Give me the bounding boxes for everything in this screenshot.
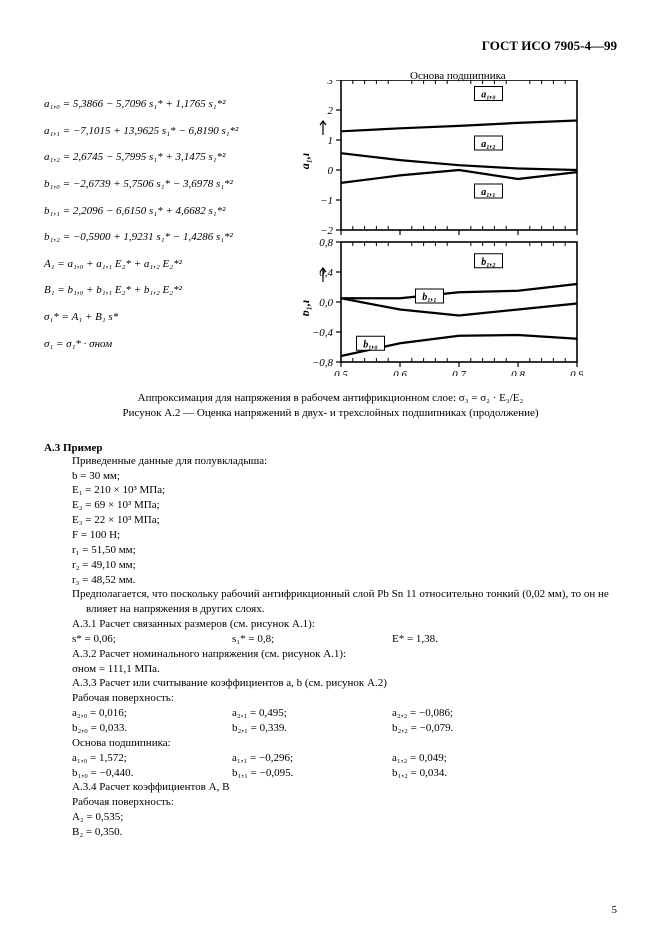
equation-list: a₁,₀ = 5,3866 − 5,7096 s₁* + 1,1765 s₁*²… <box>44 64 299 364</box>
a31-title: А.3.1 Расчет связанных размеров (см. рис… <box>44 617 617 632</box>
given-list: b = 30 мм; E₁ = 210 × 10³ МПа; E₂ = 69 ×… <box>44 469 617 588</box>
cell: b₁,₀ = −0,440. <box>72 766 232 781</box>
cell: a₁,₁ = −0,296; <box>232 751 392 766</box>
surface-row1: a₂,₀ = 0,016; a₂,₁ = 0,495; a₂,₂ = −0,08… <box>44 706 617 721</box>
equation: A₁ = a₁,₀ + a₁,₁ E₂* + a₁,₂ E₂*² <box>44 258 299 271</box>
svg-text:−0,4: −0,4 <box>312 327 334 339</box>
equation: b₁,₀ = −2,6739 + 5,7506 s₁* − 3,6978 s₁*… <box>44 178 299 191</box>
cell: b₁,₁ = −0,095. <box>232 766 392 781</box>
svg-text:0,0: 0,0 <box>319 297 333 309</box>
cell: a₂,₁ = 0,495; <box>232 706 392 721</box>
svg-text:2: 2 <box>328 105 334 117</box>
given-item: E₃ = 22 × 10³ МПа; <box>72 513 617 528</box>
upper-block: a₁,₀ = 5,3866 − 5,7096 s₁* + 1,1765 s₁*²… <box>44 64 617 381</box>
cell: b₁,₂ = 0,034. <box>392 766 552 781</box>
given-item: F = 100 Н; <box>72 528 617 543</box>
a34-surface-label: Рабочая поверхность: <box>44 795 617 810</box>
equation: b₁,₂ = −0,5900 + 1,9231 s₁* − 1,4286 s₁*… <box>44 231 299 244</box>
svg-text:−2: −2 <box>320 225 333 237</box>
line-chart: 3 2 1 0 −1 −2 a₁,₀ a₁,₂ a₁,₁ a₁,i 0,8 0,4 0,0 −0,4 −0,… <box>303 80 583 376</box>
svg-text:1: 1 <box>328 135 334 147</box>
given-item: E₂ = 69 × 10³ МПа; <box>72 498 617 513</box>
svg-text:b₁,₂: b₁,₂ <box>481 257 495 268</box>
page-number: 5 <box>612 904 618 916</box>
given-item: r₃ = 48,52 мм. <box>72 573 617 588</box>
cell: a₂,₂ = −0,086; <box>392 706 552 721</box>
surface-label: Рабочая поверхность: <box>44 691 617 706</box>
approx-text: Аппроксимация для напряжения в рабочем а… <box>138 392 524 404</box>
cell: a₁,₀ = 1,572; <box>72 751 232 766</box>
base-row1: a₁,₀ = 1,572; a₁,₁ = −0,296; a₁,₂ = 0,04… <box>44 751 617 766</box>
equation: σ₁ = σ₁* · σном <box>44 338 299 351</box>
surface-row2: b₂,₀ = 0,033. b₂,₁ = 0,339. b₂,₂ = −0,07… <box>44 721 617 736</box>
a34-v1: A₂ = 0,535; <box>44 810 617 825</box>
equation: a₁,₀ = 5,3866 − 5,7096 s₁* + 1,1765 s₁*² <box>44 98 299 111</box>
svg-text:3: 3 <box>327 80 334 87</box>
svg-text:a₁,i: a₁,i <box>303 152 312 169</box>
svg-text:0,7: 0,7 <box>452 369 466 376</box>
svg-text:b₁,₁: b₁,₁ <box>422 292 436 303</box>
a31-row: s* = 0,06; s₁* = 0,8; E* = 1,38. <box>44 632 617 647</box>
given-item: r₂ = 49,10 мм; <box>72 558 617 573</box>
svg-text:a₁,₂: a₁,₂ <box>481 139 495 150</box>
a32-value: σном = 111,1 МПа. <box>44 662 617 677</box>
svg-text:−0,8: −0,8 <box>312 357 334 369</box>
svg-text:0,9: 0,9 <box>570 369 583 376</box>
svg-text:0,6: 0,6 <box>393 369 407 376</box>
given-item: r₁ = 51,50 мм; <box>72 543 617 558</box>
assumption: Предполагается, что поскольку рабочий ан… <box>44 587 617 617</box>
equation: b₁,₁ = 2,2096 − 6,6150 s₁* + 4,6682 s₁*² <box>44 205 299 218</box>
cell: E* = 1,38. <box>392 632 552 647</box>
section-a3-title: А.3 Пример <box>44 442 617 454</box>
svg-text:0: 0 <box>328 165 334 177</box>
given-item: E₁ = 210 × 10³ МПа; <box>72 483 617 498</box>
doc-header: ГОСТ ИСО 7905-4—99 <box>44 38 617 54</box>
svg-text:0,4: 0,4 <box>319 267 333 279</box>
equation: σ₁* = A₁ + B₁ s* <box>44 311 299 324</box>
approximation-note: Аппроксимация для напряжения в рабочем а… <box>44 391 617 422</box>
svg-text:0,5: 0,5 <box>334 369 348 376</box>
svg-text:0,8: 0,8 <box>319 237 333 249</box>
chart-top-caption: Основа подшипника <box>410 70 506 82</box>
base-label: Основа подшипника: <box>44 736 617 751</box>
a34-v2: B₂ = 0,350. <box>44 825 617 840</box>
cell: a₂,₀ = 0,016; <box>72 706 232 721</box>
svg-text:a₁,₀: a₁,₀ <box>481 90 496 101</box>
equation: a₁,₁ = −7,1015 + 13,9625 s₁* − 6,8190 s₁… <box>44 125 299 138</box>
chart-region: 3 2 1 0 −1 −2 a₁,₀ a₁,₂ a₁,₁ a₁,i 0,8 0,4 0,0 −0,4 −0,… <box>299 64 617 381</box>
svg-text:0,8: 0,8 <box>511 369 525 376</box>
base-row2: b₁,₀ = −0,440. b₁,₁ = −0,095. b₁,₂ = 0,0… <box>44 766 617 781</box>
given-item: b = 30 мм; <box>72 469 617 484</box>
given-label: Приведенные данные для полувкладыша: <box>44 454 617 469</box>
equation: B₁ = b₁,₀ + b₁,₁ E₂* + b₁,₂ E₂*² <box>44 284 299 297</box>
a32-title: А.3.2 Расчет номинального напряжения (см… <box>44 647 617 662</box>
equation: a₁,₂ = 2,6745 − 5,7995 s₁* + 3,1475 s₁*² <box>44 151 299 164</box>
cell: b₂,₁ = 0,339. <box>232 721 392 736</box>
svg-text:b₁,i: b₁,i <box>303 299 312 316</box>
svg-text:−1: −1 <box>320 195 333 207</box>
a34-title: А.3.4 Расчет коэффициентов A, B <box>44 780 617 795</box>
a33-title: А.3.3 Расчет или считывание коэффициенто… <box>44 676 617 691</box>
cell: s₁* = 0,8; <box>232 632 392 647</box>
svg-text:b₁,₀: b₁,₀ <box>363 339 378 350</box>
page: ГОСТ ИСО 7905-4—99 Основа подшипника a₁,… <box>0 0 661 936</box>
cell: s* = 0,06; <box>72 632 232 647</box>
cell: b₂,₀ = 0,033. <box>72 721 232 736</box>
cell: a₁,₂ = 0,049; <box>392 751 552 766</box>
cell: b₂,₂ = −0,079. <box>392 721 552 736</box>
svg-text:a₁,₁: a₁,₁ <box>481 187 495 198</box>
figure-caption: Рисунок А.2 — Оценка напряжений в двух- … <box>122 407 538 419</box>
